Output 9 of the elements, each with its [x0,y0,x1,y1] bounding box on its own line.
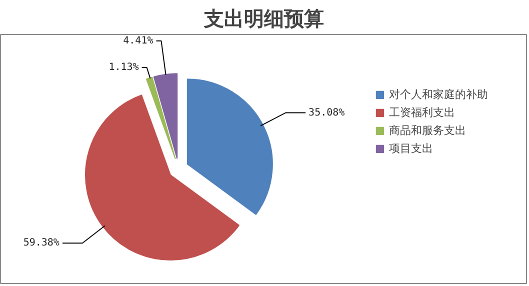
legend-label: 对个人和家庭的补助 [389,87,488,102]
legend-label: 商品和服务支出 [389,123,466,138]
data-label: 59.38% [23,238,60,249]
data-label: 35.08% [308,107,345,118]
data-label: 4.41% [123,35,154,46]
data-label: 1.13% [108,62,139,74]
legend-label: 项目支出 [389,141,433,156]
legend-label: 工资福利支出 [389,105,455,120]
chart-title: 支出明细预算 [203,6,324,30]
